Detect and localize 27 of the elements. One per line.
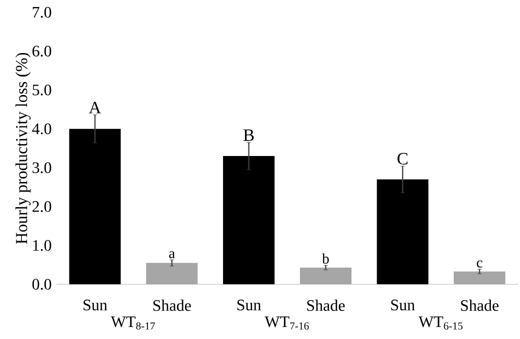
y-tick-label: 1.0 [33,240,52,251]
bar [69,128,121,284]
x-tick-label: Shade [307,300,345,311]
y-tick-label: 3.0 [32,162,52,174]
annotation: B [244,129,254,141]
annotation: C [398,152,408,165]
text: WT$_{8-17}$ [110,316,155,330]
annotation: b [322,253,329,264]
y-tick-label: 0.0 [32,278,52,290]
x-tick-label: Sun [391,300,415,310]
x-tick-label: Sun [237,300,261,310]
y-tick-label: 7.0 [32,6,52,18]
bar [376,179,428,284]
annotation: c [476,260,482,268]
y-tick-label: 4.0 [32,123,52,134]
x-tick-label: Sun [84,300,108,310]
text: WT$_{6-15}$ [418,316,463,330]
annotation: a [169,251,175,258]
y-axis-title: Hourly productivity loss (%) [15,52,31,244]
annotation: A [88,102,102,114]
y-tick-label: 6.0 [32,46,52,57]
y-tick-label: 5.0 [32,84,52,96]
y-tick-label: 2.0 [32,201,52,212]
bar [223,156,275,284]
x-tick-label: Shade [461,300,499,311]
text: WT$_{7-16}$ [264,316,309,330]
x-tick-label: Shade [153,300,191,311]
